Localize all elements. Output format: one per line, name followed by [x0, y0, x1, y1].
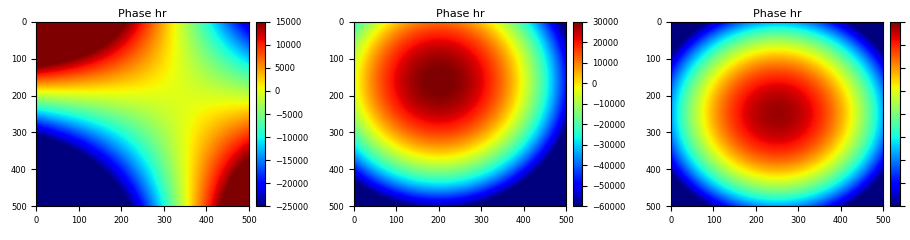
Title: Phase hr: Phase hr [753, 9, 802, 19]
Title: Phase hr: Phase hr [118, 9, 167, 19]
Title: Phase hr: Phase hr [436, 9, 484, 19]
